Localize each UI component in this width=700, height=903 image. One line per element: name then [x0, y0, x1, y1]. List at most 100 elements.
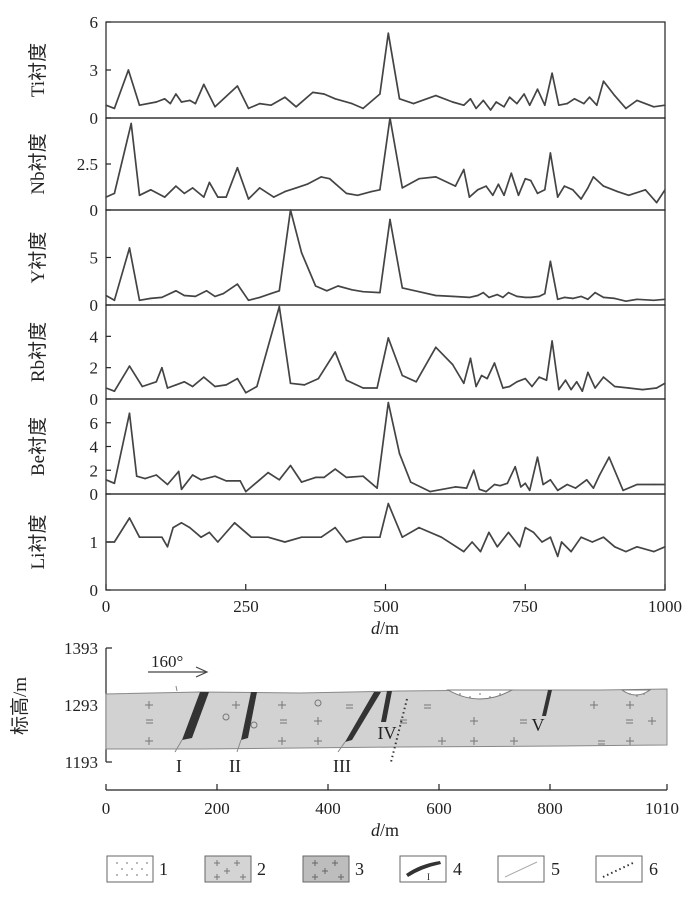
data-point [493, 483, 496, 486]
data-point [289, 209, 292, 211]
data-point [641, 388, 644, 391]
profile-y-label: 标高/m [9, 677, 31, 735]
data-point [191, 187, 194, 189]
data-point [451, 101, 454, 103]
data-point [544, 104, 546, 106]
panel-4: 0 2 4 Rb衬度 [27, 304, 666, 409]
data-point [613, 297, 616, 300]
legend: 1 2 3 I 4 5 6 [106, 855, 658, 883]
data-point [625, 107, 627, 110]
data-point [247, 299, 250, 302]
vein-label-III: III [333, 756, 351, 776]
rock-symbols [145, 699, 656, 745]
data-point [514, 465, 516, 468]
legend-swatch-rock-2 [204, 855, 252, 883]
data-point [144, 477, 146, 480]
data-point [503, 106, 505, 108]
legend-label: 4 [453, 859, 462, 879]
data-point [175, 185, 177, 187]
data-point [496, 293, 499, 296]
vein-symbol-icon [406, 861, 441, 877]
data-point [558, 104, 560, 106]
panel-1: 0 3 6 Ti衬度 [27, 13, 666, 128]
y-tick-label: 6 [90, 13, 99, 32]
data-point [572, 189, 574, 191]
data-point [320, 176, 323, 178]
data-point [180, 101, 183, 103]
data-point [258, 479, 261, 481]
data-point [323, 93, 325, 95]
data-point [471, 541, 473, 543]
data-point [528, 489, 531, 492]
profile-y-tick-label: 1293 [64, 696, 98, 715]
data-point [551, 72, 553, 74]
data-point [585, 479, 588, 481]
data-point [418, 177, 420, 180]
data-point [587, 298, 589, 301]
profile-x-label-unit: /m [380, 820, 399, 840]
data-point [507, 531, 510, 534]
data-point [362, 475, 364, 478]
data-point [564, 379, 567, 382]
data-point [482, 99, 485, 102]
data-point [328, 177, 331, 180]
data-point [602, 536, 605, 538]
data-point [528, 104, 531, 106]
data-point [194, 102, 197, 105]
data-point [580, 295, 582, 298]
y-tick-label: 5 [90, 249, 99, 268]
data-point [524, 377, 527, 380]
series-line [105, 117, 666, 204]
data-point [161, 296, 163, 299]
data-point [379, 189, 381, 191]
data-point [155, 101, 158, 103]
y-tick-label: 2 [90, 359, 99, 378]
x-tick: 0 [102, 597, 111, 616]
data-point [435, 94, 437, 97]
profile-x-ticks [105, 784, 668, 790]
data-point [284, 541, 286, 543]
thin-line-icon [504, 861, 538, 878]
vein-V [542, 690, 552, 716]
data-point [591, 541, 594, 543]
data-point [295, 187, 297, 189]
data-point [486, 377, 489, 380]
fault-line [390, 698, 408, 763]
data-point [387, 337, 390, 339]
data-point [389, 117, 391, 119]
data-point [575, 381, 578, 383]
data-point [592, 176, 595, 178]
data-point [469, 357, 472, 360]
data-point [510, 172, 513, 174]
data-point [314, 285, 317, 287]
y-tick-label: 0 [90, 581, 99, 600]
data-point [570, 550, 572, 553]
data-point [572, 297, 574, 300]
data-point [105, 104, 107, 106]
data-point [233, 522, 236, 524]
data-point [295, 106, 297, 108]
data-point [518, 546, 521, 548]
profile-x-tick-label: 200 [204, 799, 230, 818]
data-point [135, 475, 138, 478]
data-point [161, 536, 163, 538]
data-point [594, 387, 596, 389]
data-point [440, 536, 443, 538]
data-point [664, 546, 666, 548]
panel-frame [105, 21, 666, 119]
data-point [270, 292, 272, 295]
data-point [594, 291, 596, 294]
x-tick: 500 [373, 597, 399, 616]
data-point [480, 374, 483, 377]
data-point [272, 196, 275, 198]
data-point [128, 517, 131, 519]
data-point [236, 166, 239, 169]
data-point [627, 194, 630, 197]
cross-section: 1393 1293 1193 标高/m 160° [9, 639, 679, 840]
data-point [602, 296, 605, 299]
data-point [401, 374, 404, 377]
data-point [303, 384, 306, 386]
y-tick-label: 0 [90, 390, 99, 409]
data-point [208, 181, 211, 184]
